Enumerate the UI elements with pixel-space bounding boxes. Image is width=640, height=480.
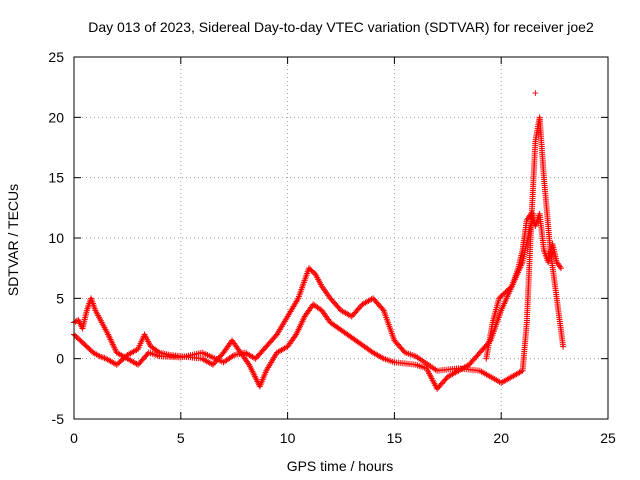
y-tick-label: 0: [56, 351, 64, 367]
data-point: [507, 284, 514, 291]
y-tick-label: 15: [48, 170, 64, 186]
axis-ticks: [73, 56, 609, 420]
y-tick-label: 5: [56, 290, 64, 306]
data-point: [560, 343, 567, 350]
y-tick-label: 20: [48, 109, 64, 125]
x-tick-label: 15: [387, 430, 403, 446]
x-tick-label: 5: [177, 430, 185, 446]
data-points: +: [71, 86, 567, 392]
y-axis-label: SDTVAR / TECUs: [5, 184, 21, 296]
x-tick-label: 20: [493, 430, 509, 446]
data-point: [155, 348, 162, 355]
x-tick-label: 25: [600, 430, 616, 446]
y-tick-label: 10: [48, 230, 64, 246]
y-tick-label: 25: [48, 49, 64, 65]
tick-labels: 0 5 10 15 20 25 -5 0 5 10 15 20 25: [48, 49, 616, 446]
data-point: [558, 265, 565, 272]
x-tick-label: 0: [70, 430, 78, 446]
chart-title: Day 013 of 2023, Sidereal Day-to-day VTE…: [88, 19, 594, 35]
x-axis-label: GPS time / hours: [287, 458, 394, 474]
y-tick-label: -5: [52, 411, 65, 427]
x-tick-label: 10: [280, 430, 296, 446]
grid-lines: [74, 57, 608, 419]
data-point: [379, 306, 386, 313]
annotation: +: [532, 86, 539, 100]
